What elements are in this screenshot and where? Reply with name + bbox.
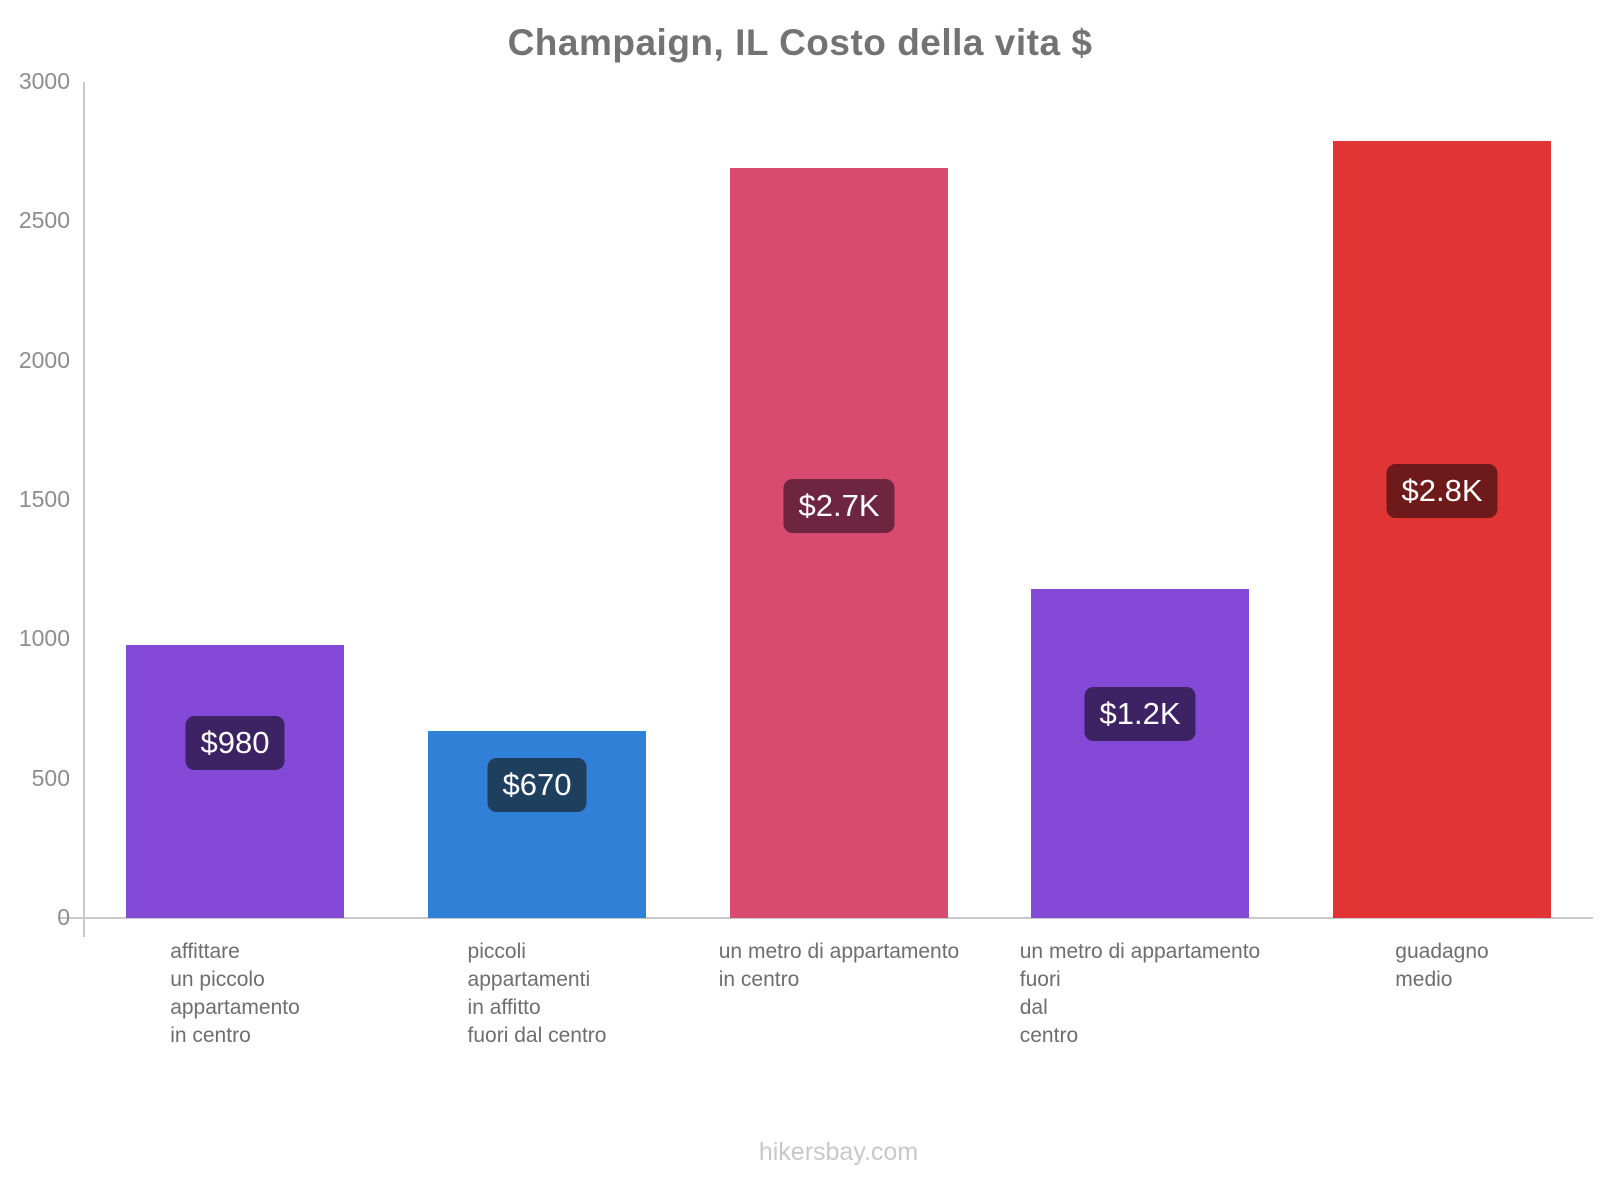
bar-value-label: $2.7K [783,479,895,533]
y-axis-tick-label: 2000 [18,346,70,373]
bar-value-label: $2.8K [1386,464,1498,518]
bar-value-label: $1.2K [1084,687,1196,741]
y-axis-line [83,82,85,937]
y-axis-tick-label: 1500 [18,485,70,512]
x-axis-line [58,917,1593,919]
x-axis-label: guadagno medio [1395,940,1489,991]
x-axis-label: affittare un piccolo appartamento in cen… [170,940,300,1047]
y-axis-tick-label: 1000 [18,625,70,652]
footer-watermark: hikersbay.com [758,1138,919,1166]
chart-bar-4[interactable]: $1.2K [1031,589,1249,918]
chart-bar-5[interactable]: $2.8K [1333,141,1551,918]
bar-value-label: $980 [185,716,285,770]
x-axis-label: un metro di appartamento fuori dal centr… [1019,940,1261,1047]
y-axis-tick-label: 2500 [18,207,70,234]
x-axis-label: piccoli appartamenti in affitto fuori da… [467,940,607,1047]
chart-bar-1[interactable]: $980 [126,645,344,918]
plot-area: $980 $670 $2.7K $1.2K $2.8K [84,82,1593,918]
chart-title: Champaign, IL Costo della vita $ [507,22,1093,63]
y-axis-tick-label: 3000 [18,67,70,94]
bar-value-label: $670 [487,758,587,812]
y-axis-tick-label: 0 [57,903,70,930]
y-axis-tick-label: 500 [31,764,70,791]
chart-bar-2[interactable]: $670 [428,731,646,918]
chart-bar-3[interactable]: $2.7K [730,168,948,918]
x-axis-label: un metro di appartamento in centro [718,940,960,991]
